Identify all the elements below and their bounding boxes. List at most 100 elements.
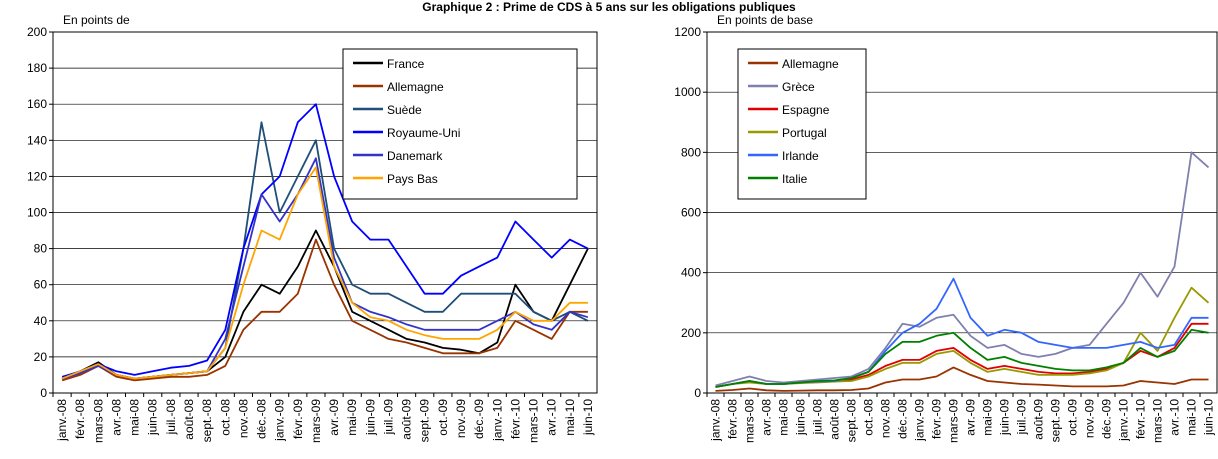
x-tick-label: sept.-08 (200, 399, 214, 443)
panel: En points de base 0 200 400 600 800 1000 1200 ja… (674, 13, 1218, 443)
legend-label: Grèce (782, 80, 815, 94)
y-tick-label: 200 (681, 326, 701, 340)
x-tick-label: sept.-09 (418, 399, 432, 443)
x-tick-label: avr.-09 (327, 399, 341, 436)
x-tick-label: août-08 (828, 399, 842, 440)
y-tick-label: 80 (34, 242, 48, 256)
legend-label: Espagne (782, 103, 830, 117)
y-axis-label: En points de (63, 13, 130, 27)
series-line (715, 366, 1209, 392)
y-tick-label: 600 (681, 206, 701, 220)
x-tick-label: mars-09 (947, 399, 961, 443)
x-tick-label: août-08 (182, 399, 196, 440)
x-tick-label: juin-10 (581, 399, 595, 436)
y-tick-label: 1200 (674, 25, 701, 39)
y-tick-label: 0 (40, 386, 47, 400)
x-tick-label: avr.-08 (760, 399, 774, 436)
legend-label: Allemagne (387, 80, 444, 94)
x-tick-label: août-09 (400, 399, 414, 440)
y-tick-label: 0 (694, 386, 701, 400)
x-tick-label: mai-09 (981, 399, 995, 436)
x-tick-label: avr.-10 (1168, 399, 1182, 436)
x-tick-label: mars-10 (527, 399, 541, 443)
x-tick-label: juin-09 (998, 399, 1012, 436)
series-line (715, 151, 1210, 387)
legend-label: Royaume-Uni (387, 126, 460, 140)
legend-label: Irlande (782, 149, 819, 163)
y-axis-label: En points de base (717, 13, 813, 27)
series-line (61, 229, 589, 380)
x-tick-label: mai-10 (563, 399, 577, 436)
x-tick-label: juil.-09 (1015, 399, 1029, 436)
x-tick-label: févr.-08 (726, 399, 740, 439)
x-tick-label: janv.-10 (1117, 399, 1131, 442)
x-tick-label: nov.-09 (1083, 399, 1097, 438)
legend-box (342, 48, 578, 200)
x-tick-label: juin-08 (146, 399, 160, 436)
x-tick-label: févr.-08 (73, 399, 87, 439)
x-tick-label: mars-08 (743, 399, 757, 443)
x-tick-label: nov.-08 (879, 399, 893, 438)
x-tick-label: sept.-08 (845, 399, 859, 443)
x-tick-label: mai-08 (777, 399, 791, 436)
x-tick-label: nov.-09 (454, 399, 468, 438)
legend-box (737, 48, 867, 200)
x-tick-label: mars-08 (91, 399, 105, 443)
y-tick-label: 40 (34, 314, 48, 328)
x-tick-label: déc.-09 (472, 399, 486, 439)
x-tick-label: juil.-08 (811, 399, 825, 436)
series-line (715, 322, 1209, 388)
y-tick-label: 20 (34, 350, 48, 364)
legend-label: Suède (387, 103, 422, 117)
x-tick-label: oct.-09 (1066, 399, 1080, 436)
x-tick-label: mars-10 (1151, 399, 1165, 443)
chart-title: Graphique 2 : Prime de CDS à 5 ans sur l… (422, 0, 796, 14)
x-tick-label: nov.-08 (236, 399, 250, 438)
x-tick-label: mai-09 (345, 399, 359, 436)
series-line (61, 103, 589, 378)
x-tick-label: oct.-09 (436, 399, 450, 436)
x-tick-label: juin-10 (1202, 399, 1216, 436)
x-tick-label: avr.-08 (109, 399, 123, 436)
y-tick-label: 140 (27, 133, 47, 147)
x-tick-label: juin-08 (794, 399, 808, 436)
y-tick-label: 180 (27, 61, 47, 75)
y-tick-label: 800 (681, 145, 701, 159)
y-tick-label: 400 (681, 266, 701, 280)
x-tick-label: oct.-08 (218, 399, 232, 436)
legend-label: Pays Bas (387, 172, 438, 186)
x-tick-label: janv.-09 (913, 399, 927, 442)
series-line (715, 328, 1209, 388)
x-tick-label: juin-09 (363, 399, 377, 436)
x-tick-label: oct.-08 (862, 399, 876, 436)
x-tick-label: mai-10 (1185, 399, 1199, 436)
legend-label: Portugal (782, 126, 827, 140)
y-tick-label: 100 (27, 206, 47, 220)
x-tick-label: janv.-08 (55, 399, 69, 442)
x-tick-label: févr.-09 (930, 399, 944, 439)
series-line (61, 238, 588, 382)
x-tick-label: juil.-09 (381, 399, 395, 436)
legend-label: France (387, 57, 425, 71)
y-tick-label: 160 (27, 97, 47, 111)
y-tick-label: 200 (27, 25, 47, 39)
y-tick-label: 120 (27, 169, 47, 183)
x-tick-label: févr.-10 (508, 399, 522, 439)
x-tick-label: févr.-10 (1134, 399, 1148, 439)
x-tick-label: janv.-10 (490, 399, 504, 442)
legend-label: Italie (782, 172, 808, 186)
x-tick-label: déc.-08 (255, 399, 269, 439)
x-tick-label: avr.-10 (545, 399, 559, 436)
x-tick-label: mars-09 (309, 399, 323, 443)
legend-label: Danemark (387, 149, 443, 163)
x-tick-label: avr.-09 (964, 399, 978, 436)
series-line (61, 166, 588, 380)
legend-label: Allemagne (782, 57, 839, 71)
x-tick-label: mai-08 (128, 399, 142, 436)
x-tick-label: janv.-09 (273, 399, 287, 442)
y-tick-label: 1000 (674, 85, 701, 99)
x-tick-label: déc.-09 (1100, 399, 1114, 439)
x-tick-label: déc.-08 (896, 399, 910, 439)
x-tick-label: janv.-08 (709, 399, 723, 442)
